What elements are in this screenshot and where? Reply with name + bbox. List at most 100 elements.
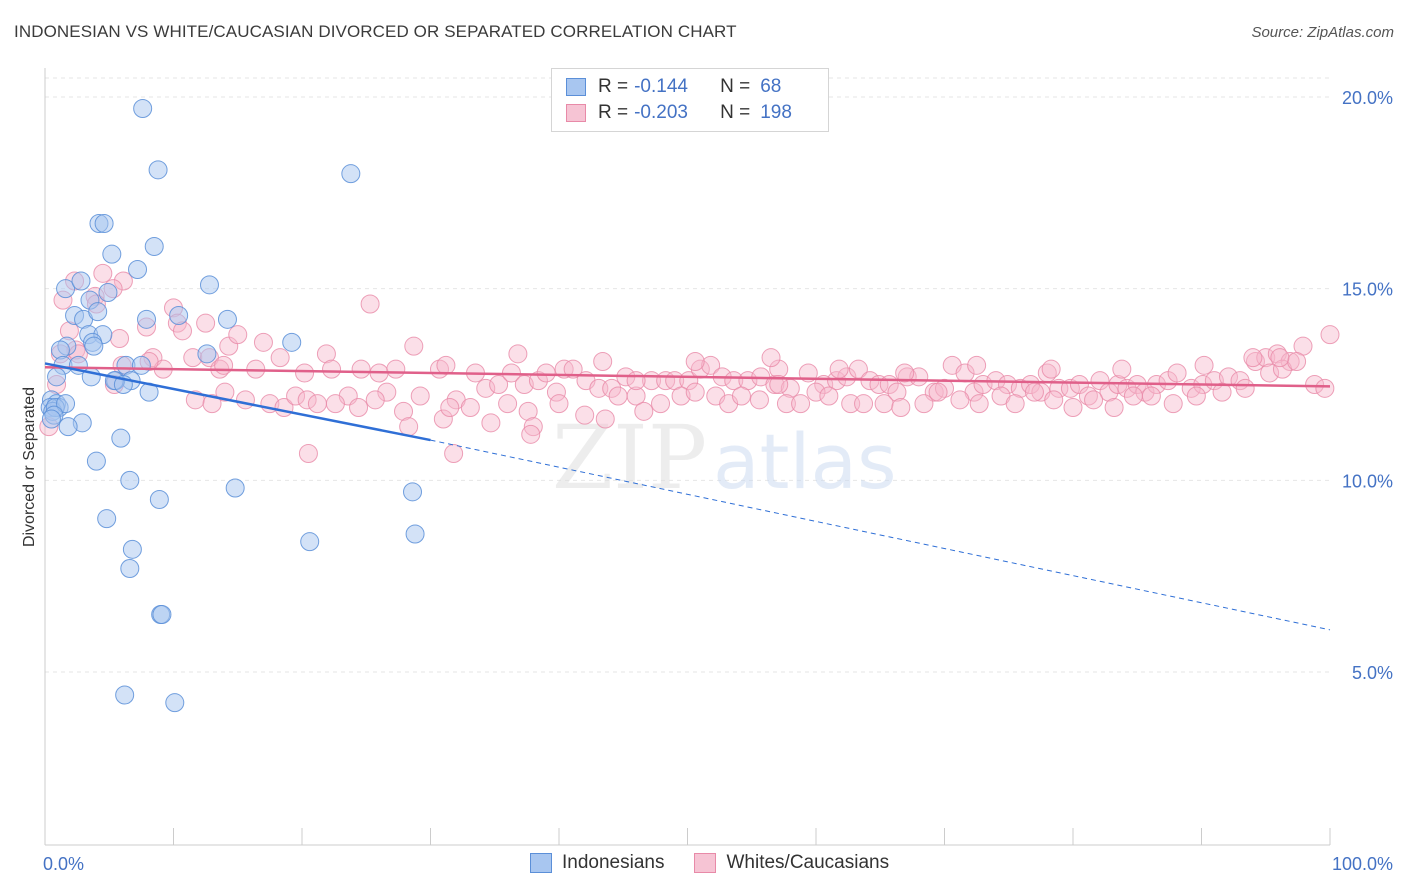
data-point-whites xyxy=(769,375,789,394)
data-point-whites xyxy=(1049,378,1069,398)
data-point-indonesians xyxy=(120,559,140,578)
data-point-whites xyxy=(651,394,671,414)
data-point-whites xyxy=(214,355,234,375)
x-tick-label: 0.0% xyxy=(43,854,84,874)
data-point-whites xyxy=(701,355,721,375)
trend-line-indonesians-extension xyxy=(430,439,1331,631)
data-point-indonesians xyxy=(71,271,91,291)
data-point-indonesians xyxy=(47,367,67,387)
data-point-indonesians xyxy=(58,417,78,437)
data-point-whites xyxy=(776,394,796,414)
data-point-whites xyxy=(528,371,548,391)
data-point-indonesians xyxy=(217,309,237,329)
bottom-legend-indonesians: Indonesians xyxy=(530,852,664,874)
data-point-whites xyxy=(724,371,744,391)
data-point-whites xyxy=(1235,378,1255,398)
data-point-whites xyxy=(93,263,113,283)
data-point-whites xyxy=(1260,363,1280,383)
data-point-indonesians xyxy=(128,260,148,279)
data-point-indonesians xyxy=(405,524,425,544)
data-point-whites xyxy=(549,394,569,414)
data-point-whites xyxy=(1194,355,1214,375)
data-point-whites xyxy=(394,401,414,421)
data-point-whites xyxy=(298,444,318,463)
data-point-whites xyxy=(481,413,501,433)
data-point-whites xyxy=(1270,348,1290,368)
data-point-whites xyxy=(295,363,315,383)
y-tick-label: 15.0% xyxy=(1342,280,1393,300)
source-label: Source: ZipAtlas.com xyxy=(1251,24,1394,41)
data-point-whites xyxy=(297,390,317,410)
data-point-whites xyxy=(874,394,894,414)
y-tick-label: 20.0% xyxy=(1342,88,1393,108)
data-point-whites xyxy=(377,382,397,402)
data-point-whites xyxy=(1280,352,1300,371)
data-point-whites xyxy=(685,382,705,402)
data-point-whites xyxy=(854,394,874,414)
series-indonesians xyxy=(40,99,425,713)
data-point-whites xyxy=(386,359,406,379)
watermark-zip: ZIP xyxy=(552,406,707,509)
bottom-legend-swatch-whites xyxy=(694,853,717,873)
data-point-whites xyxy=(1112,359,1132,379)
data-point-indonesians xyxy=(148,160,168,180)
data-point-whites xyxy=(110,329,130,348)
data-point-whites xyxy=(997,375,1017,394)
data-point-whites xyxy=(113,271,133,291)
data-point-whites xyxy=(602,378,622,398)
data-point-whites xyxy=(1078,386,1098,406)
data-point-whites xyxy=(608,386,628,406)
data-point-indonesians xyxy=(56,394,76,414)
chart-title: INDONESIAN VS WHITE/CAUCASIAN DIVORCED O… xyxy=(14,22,737,41)
data-point-whites xyxy=(489,375,509,394)
data-point-whites xyxy=(928,382,948,402)
watermark: ZIP atlas xyxy=(552,406,897,509)
data-point-whites xyxy=(595,409,615,429)
data-point-whites xyxy=(1243,348,1263,368)
watermark-atlas: atlas xyxy=(713,417,897,506)
data-point-indonesians xyxy=(111,428,131,448)
data-point-whites xyxy=(1212,382,1232,402)
data-point-whites xyxy=(749,390,769,410)
legend-row-indonesians: R = -0.144 N = 68 xyxy=(566,75,781,99)
data-point-whites xyxy=(1287,352,1307,371)
data-point-indonesians xyxy=(341,164,361,184)
data-point-whites xyxy=(433,409,453,429)
data-point-indonesians xyxy=(225,478,245,498)
data-point-whites xyxy=(316,344,336,364)
data-point-whites xyxy=(891,398,911,417)
data-point-whites xyxy=(365,390,385,410)
data-point-whites xyxy=(307,394,327,414)
y-tick-label: 5.0% xyxy=(1352,663,1393,683)
data-point-indonesians xyxy=(133,99,153,118)
trend-line-indonesians xyxy=(44,362,431,442)
data-point-indonesians xyxy=(199,275,219,295)
y-tick-label: 10.0% xyxy=(1342,471,1393,491)
data-point-whites xyxy=(895,363,915,383)
data-point-whites xyxy=(351,359,371,379)
data-point-whites xyxy=(1305,375,1325,394)
data-point-whites xyxy=(671,386,691,406)
data-point-indonesians xyxy=(165,693,185,713)
bottom-legend-swatch-indonesians xyxy=(530,853,552,873)
data-point-whites xyxy=(731,386,751,406)
data-point-indonesians xyxy=(144,237,164,256)
data-point-whites xyxy=(1084,390,1104,410)
data-point-whites xyxy=(235,390,255,410)
data-point-whites xyxy=(1044,390,1064,410)
data-point-indonesians xyxy=(56,279,76,299)
data-point-whites xyxy=(969,394,989,414)
data-point-whites xyxy=(634,401,654,421)
data-point-whites xyxy=(819,386,839,406)
data-point-indonesians xyxy=(122,539,142,559)
data-point-whites xyxy=(404,336,424,356)
data-point-whites xyxy=(253,332,273,352)
data-point-whites xyxy=(1041,359,1061,379)
data-point-whites xyxy=(286,386,306,406)
data-point-indonesians xyxy=(86,451,106,471)
data-point-whites xyxy=(914,394,934,414)
data-point-whites xyxy=(436,355,456,375)
legend-r-value: -0.203 xyxy=(634,102,688,123)
data-point-indonesians xyxy=(137,309,157,329)
